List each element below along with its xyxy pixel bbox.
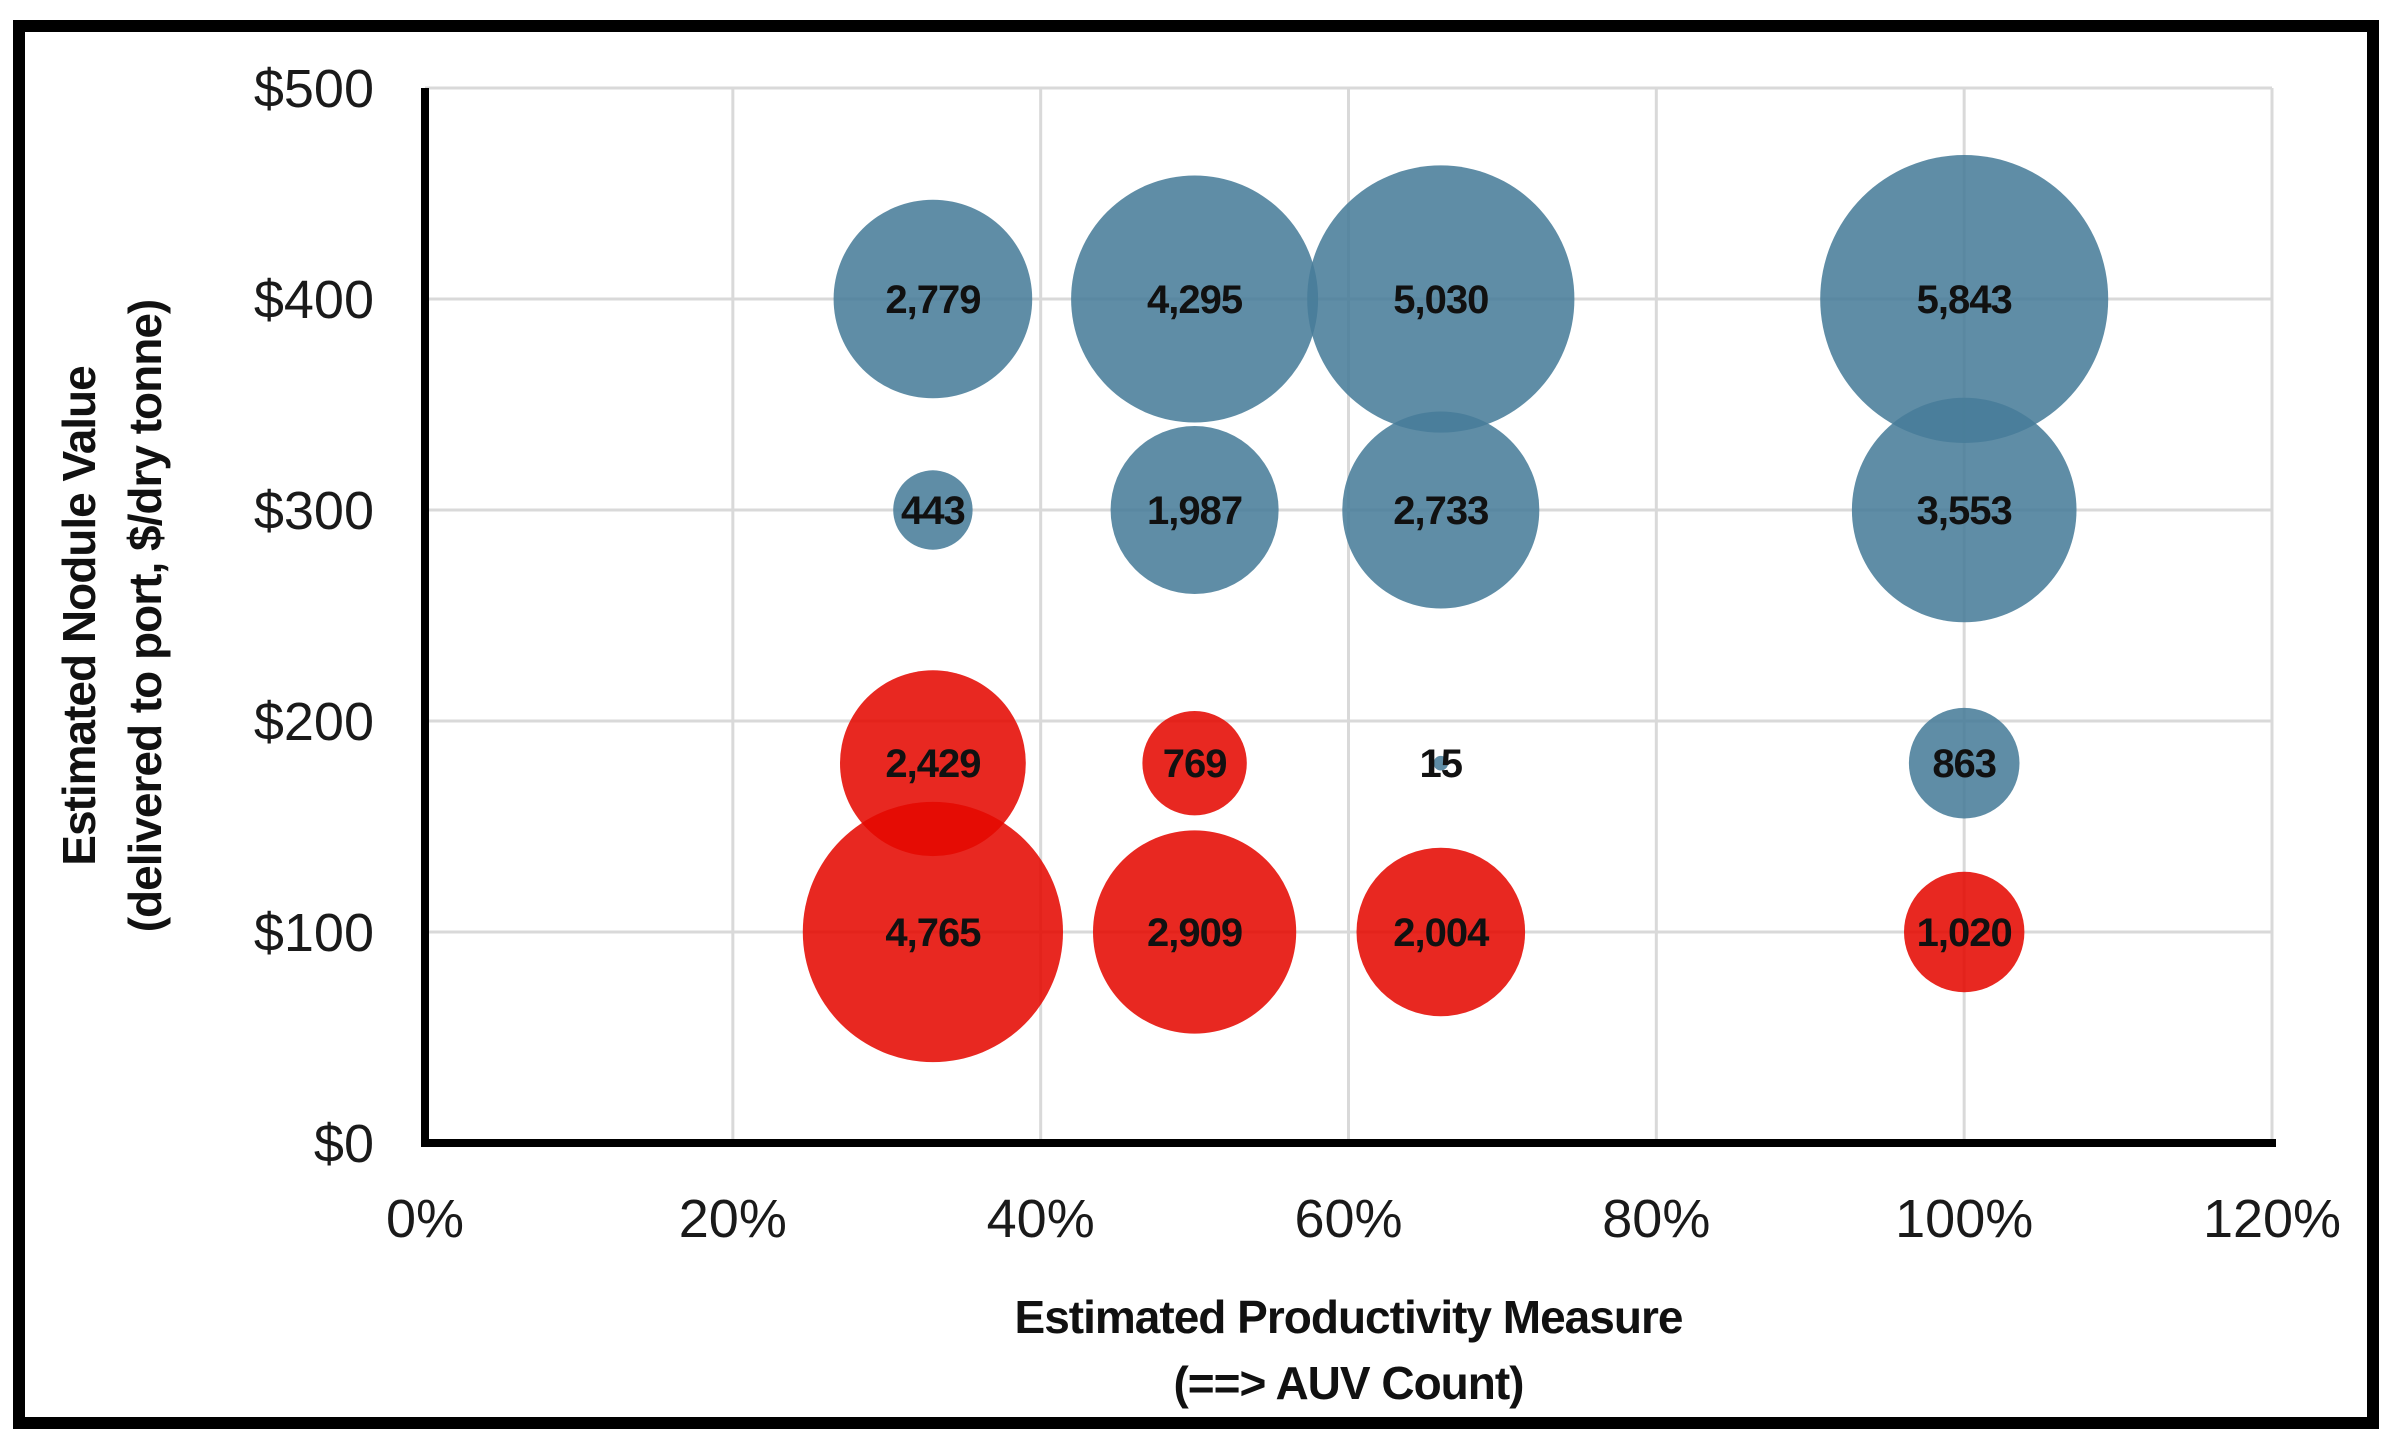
x-tick-label: 100% <box>1895 1189 2033 1249</box>
y-axis-title-line2: (delivered to port, $/dry tonne) <box>119 299 171 933</box>
x-axis-title: Estimated Productivity Measure (==> AUV … <box>425 1284 2272 1416</box>
blue-bubble <box>1820 155 2109 443</box>
blue-bubble <box>1071 175 1319 423</box>
y-tick-label: $0 <box>314 1114 374 1174</box>
y-tick-label: $400 <box>254 270 374 330</box>
bubble-label: 2,733 <box>1393 489 1488 533</box>
bubble-label: 2,429 <box>885 742 980 786</box>
red-bubble <box>802 801 1063 1063</box>
blue-bubble <box>1307 165 1575 433</box>
red-bubble <box>1356 847 1526 1017</box>
x-tick-label: 120% <box>2203 1189 2341 1249</box>
x-tick-label: 0% <box>386 1189 464 1249</box>
blue-bubble <box>1342 411 1540 609</box>
bubble-label: 2,909 <box>1147 911 1242 955</box>
x-tick-label: 40% <box>987 1189 1095 1249</box>
bubble-label: 2,779 <box>885 278 980 322</box>
bubble-label: 1,020 <box>1917 911 2012 955</box>
x-axis-title-line2: (==> AUV Count) <box>1173 1357 1524 1409</box>
x-axis-title-line1: Estimated Productivity Measure <box>1014 1291 1684 1343</box>
bubble-label: 1,987 <box>1147 489 1242 533</box>
y-axis-title: Estimated Nodule Value (delivered to por… <box>46 300 178 933</box>
red-bubble <box>840 670 1026 857</box>
red-bubble <box>1904 871 2025 993</box>
blue-bubble <box>1110 426 1279 594</box>
bubble-label: 5,030 <box>1393 278 1488 322</box>
y-tick-label: $500 <box>254 59 374 119</box>
bubble-label: 15 <box>1420 742 1463 786</box>
red-bubble <box>1093 830 1297 1034</box>
bubble-label: 443 <box>901 489 965 533</box>
x-tick-label: 60% <box>1294 1189 1402 1249</box>
bubble-label: 769 <box>1163 742 1227 786</box>
bubble-label: 2,004 <box>1393 911 1490 955</box>
bubble-label: 863 <box>1932 742 1996 786</box>
blue-bubble <box>1433 755 1449 771</box>
x-tick-label: 20% <box>679 1189 787 1249</box>
blue-bubble <box>1851 397 2077 623</box>
red-bubble <box>1142 711 1247 816</box>
blue-bubble <box>1908 707 2020 819</box>
bubble-label: 5,843 <box>1917 278 2012 322</box>
y-axis-title-line1: Estimated Nodule Value <box>53 366 105 866</box>
blue-bubble <box>833 199 1033 399</box>
blue-bubble <box>893 470 973 550</box>
x-tick-label: 80% <box>1602 1189 1710 1249</box>
bubble-label: 4,765 <box>885 911 981 955</box>
bubble-label: 3,553 <box>1917 489 2012 533</box>
chart-frame <box>13 20 2379 1429</box>
bubble-label: 4,295 <box>1147 278 1243 322</box>
y-tick-label: $300 <box>254 481 374 541</box>
y-tick-label: $100 <box>254 903 374 963</box>
y-tick-label: $200 <box>254 692 374 752</box>
